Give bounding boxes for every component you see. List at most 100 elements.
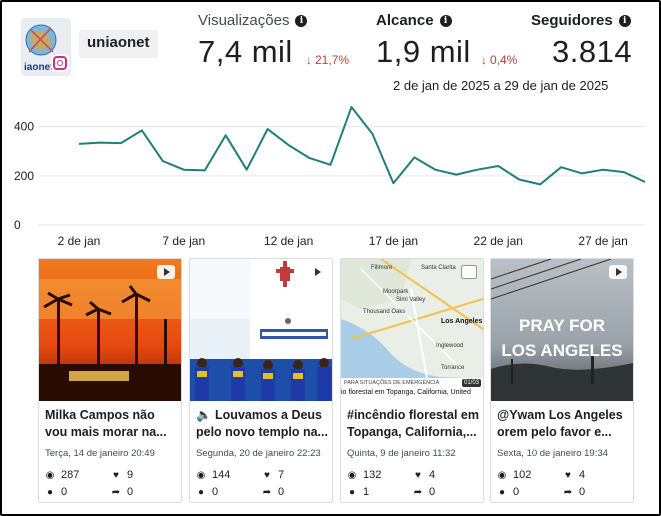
avatar[interactable]: iaonet [21, 18, 71, 76]
svg-text:Moorpark: Moorpark [383, 289, 409, 295]
date-range: 2 de jan de 2025 a 29 de jan de 2025 [393, 78, 609, 93]
svg-text:Thousand Oaks: Thousand Oaks [363, 309, 405, 315]
followers-metric-value: 3.814 [552, 34, 633, 69]
shares-stat: ➦ 0 [563, 486, 585, 498]
heart-icon: ♥ [264, 469, 270, 481]
share-icon: ➦ [563, 486, 573, 498]
post-title[interactable]: #incêndio florestal em Topanga, Californ… [347, 408, 479, 439]
post-thumbnail[interactable]: PRAY FOR LOS ANGELES [491, 259, 633, 401]
eye-icon: ◉ [347, 469, 357, 481]
y-tick-label: 0 [14, 218, 21, 232]
comment-icon: ● [46, 486, 54, 498]
svg-text:Santa Clarita: Santa Clarita [421, 265, 456, 271]
info-icon[interactable]: i [439, 14, 452, 27]
info-icon[interactable]: i [618, 14, 631, 27]
views-stat: ◉ 144 [196, 469, 231, 481]
followers-metric-label: Seguidores i [531, 12, 631, 29]
heart-icon: ♥ [113, 469, 119, 481]
svg-text:Fillmore: Fillmore [371, 265, 393, 271]
views-change-value: 21,7% [315, 53, 350, 67]
post-title[interactable]: @Ywam Los Angeles orem pelo favor e... [497, 408, 623, 439]
instagram-icon [51, 54, 69, 72]
likes-count: 7 [278, 469, 285, 481]
comments-count: 1 [363, 486, 370, 498]
account-name[interactable]: uniaonet [79, 30, 158, 58]
views-stat: ◉ 132 [347, 469, 382, 481]
reach-metric-label: Alcance i [376, 12, 452, 29]
likes-stat: ♥ 4 [413, 469, 435, 481]
arrow-down-icon: ↓ [306, 53, 312, 67]
post-thumbnail[interactable] [39, 259, 181, 401]
svg-text:Simi Valley: Simi Valley [396, 297, 425, 303]
thumb-caption: io florestal em Topanga, California, Uni… [341, 389, 471, 396]
post-thumbnail[interactable]: Fillmore Santa Clarita Moorpark Simi Valle… [341, 259, 483, 401]
comments-count: 0 [513, 486, 520, 498]
svg-text:Torrance: Torrance [441, 365, 465, 371]
shares-count: 0 [579, 486, 586, 498]
views-change: ↓ 21,7% [306, 53, 349, 67]
post-title[interactable]: Milka Campos não vou mais morar na... [45, 408, 167, 439]
views-metric-label: Visualizações i [198, 12, 308, 29]
avatar-text: iaonet [24, 62, 54, 73]
post-date: Terça, 14 de janeiro 20:49 [45, 448, 155, 459]
x-tick-label: 2 de jan [58, 234, 101, 248]
x-tick-label: 7 de jan [162, 234, 205, 248]
views-stat: ◉ 102 [497, 469, 532, 481]
post-card[interactable]: PRAY FOR LOS ANGELES @Ywam Los Angeles o… [490, 258, 634, 503]
comments-stat: ● 0 [497, 486, 519, 498]
share-icon: ➦ [262, 486, 272, 498]
info-icon[interactable]: i [295, 14, 308, 27]
views-metric-value: 7,4 mil [198, 34, 293, 69]
post-card[interactable]: 🔈 Louvamos a Deus pelo novo templo na...… [189, 258, 333, 503]
eye-icon: ◉ [45, 469, 55, 481]
views-stat: ◉ 287 [45, 469, 80, 481]
post-title[interactable]: 🔈 Louvamos a Deus pelo novo templo na... [196, 408, 328, 439]
video-icon [308, 265, 326, 279]
views-line-chart: 400 200 0 2 de jan 7 de jan 12 de jan 17 de ja… [14, 106, 646, 248]
y-tick-label: 200 [14, 169, 34, 183]
shares-count: 0 [429, 486, 436, 498]
shares-stat: ➦ 0 [413, 486, 435, 498]
comment-icon: ● [498, 486, 506, 498]
post-date: Sexta, 10 de janeiro 19:34 [497, 448, 608, 459]
arrow-down-icon: ↓ [481, 53, 487, 67]
comment-icon: ● [348, 486, 356, 498]
eye-icon: ◉ [196, 469, 206, 481]
comments-stat: ● 1 [347, 486, 369, 498]
shares-stat: ➦ 0 [111, 486, 133, 498]
views-count: 144 [212, 469, 231, 481]
shares-stat: ➦ 0 [262, 486, 284, 498]
heart-icon: ♥ [415, 469, 421, 481]
svg-text:Inglewood: Inglewood [436, 343, 463, 349]
heart-icon: ♥ [565, 469, 571, 481]
post-thumbnail[interactable] [190, 259, 332, 401]
likes-count: 4 [429, 469, 436, 481]
thumb-text-1: PRAY FOR [519, 316, 605, 335]
likes-stat: ♥ 9 [111, 469, 133, 481]
share-icon: ➦ [413, 486, 423, 498]
y-tick-label: 400 [14, 120, 34, 134]
comments-stat: ● 0 [196, 486, 218, 498]
reach-label-text: Alcance [376, 12, 434, 29]
post-card[interactable]: Milka Campos não vou mais morar na... Te… [38, 258, 182, 503]
comments-count: 0 [61, 486, 68, 498]
views-count: 132 [363, 469, 382, 481]
post-date: Segunda, 20 de janeiro 22:23 [196, 448, 321, 459]
shares-count: 0 [127, 486, 134, 498]
comment-icon: ● [197, 486, 205, 498]
likes-count: 9 [127, 469, 134, 481]
thumb-counter: 01/03 [461, 379, 481, 387]
reach-change-value: 0,4% [490, 53, 518, 67]
svg-text:Los Angeles: Los Angeles [441, 318, 482, 325]
thumb-caption-top: PARA SITUAÇÕES DE EMERGÊNCIA [344, 380, 440, 386]
likes-stat: ♥ 7 [262, 469, 284, 481]
x-tick-label: 12 de jan [264, 234, 313, 248]
likes-count: 4 [579, 469, 586, 481]
post-card[interactable]: Fillmore Santa Clarita Moorpark Simi Valle… [340, 258, 484, 503]
x-tick-label: 22 de jan [474, 234, 523, 248]
eye-icon: ◉ [497, 469, 507, 481]
views-count: 102 [513, 469, 532, 481]
likes-stat: ♥ 4 [563, 469, 585, 481]
share-icon: ➦ [111, 486, 121, 498]
